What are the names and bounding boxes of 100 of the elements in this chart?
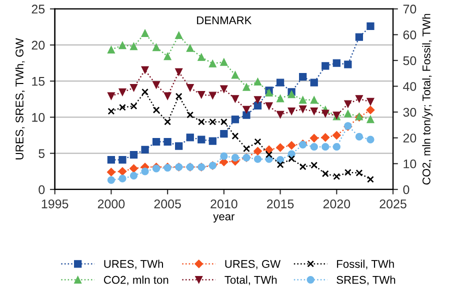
- point: [208, 137, 216, 145]
- point: [232, 132, 239, 140]
- y-tick-label: 25: [32, 4, 45, 14]
- point: [299, 72, 307, 81]
- point: [355, 95, 364, 103]
- point: [130, 102, 138, 110]
- point: [366, 22, 374, 30]
- point: [220, 58, 228, 66]
- point: [265, 102, 273, 110]
- point: [141, 66, 149, 74]
- point: [288, 155, 296, 162]
- point: [332, 130, 341, 140]
- point: [231, 71, 240, 79]
- point: [220, 152, 228, 160]
- point: [130, 42, 138, 50]
- point: [287, 141, 296, 150]
- point: [164, 118, 172, 126]
- x-axis-title: year: [213, 214, 235, 223]
- point: [242, 111, 250, 119]
- point: [254, 155, 262, 163]
- legend-label: Total, TWh: [224, 276, 277, 286]
- point: [333, 173, 340, 180]
- point: [118, 41, 126, 50]
- point: [366, 115, 374, 124]
- point: [198, 136, 206, 144]
- x-tick-label: 1995: [42, 199, 68, 208]
- legend-label: URES, GW: [225, 260, 281, 270]
- point: [276, 78, 284, 86]
- point: [119, 104, 126, 111]
- point: [198, 118, 205, 126]
- point: [152, 43, 160, 52]
- point: [107, 176, 116, 184]
- y2-tick-label: 50: [403, 56, 416, 66]
- point: [152, 138, 160, 146]
- y2-tick-label: 30: [403, 108, 416, 117]
- legend-label: Fossil, TWh: [337, 260, 394, 270]
- point: [356, 169, 363, 176]
- y-tick-label: 10: [32, 113, 45, 122]
- point: [107, 156, 116, 164]
- point: [242, 83, 250, 91]
- y2-axis-title: CO2, mln ton/yr; Total, Fossil, TWh: [422, 14, 433, 185]
- y-tick-label: 5: [38, 149, 45, 158]
- point: [276, 110, 284, 118]
- x-tick-label: 2025: [380, 199, 406, 208]
- point: [310, 143, 318, 151]
- point: [276, 143, 285, 152]
- point: [175, 31, 183, 40]
- legend-label: CO2, mln ton: [104, 276, 168, 286]
- y-axis-title: URES, SRES, TWh, GW: [15, 38, 25, 160]
- point: [175, 92, 182, 100]
- text: DENMARK: [197, 16, 252, 24]
- point: [276, 161, 284, 168]
- legend-label: URES, TWh: [104, 260, 163, 270]
- point: [344, 168, 352, 176]
- point: [220, 85, 228, 93]
- point: [265, 88, 273, 97]
- point: [254, 102, 262, 110]
- x-tick-label: 2000: [98, 199, 125, 208]
- point: [332, 143, 340, 151]
- point: [152, 106, 160, 114]
- point: [175, 142, 183, 150]
- point: [108, 108, 115, 115]
- point: [266, 151, 272, 158]
- point: [118, 167, 127, 176]
- point: [288, 107, 296, 116]
- point: [152, 81, 160, 89]
- point: [332, 59, 340, 67]
- point: [367, 176, 374, 183]
- point: [253, 146, 262, 156]
- legend-label: SRES, TWh: [336, 276, 396, 286]
- point: [355, 33, 364, 41]
- point: [118, 88, 126, 96]
- point: [106, 168, 116, 176]
- point: [264, 145, 274, 154]
- y2-tick-label: 20: [403, 134, 416, 143]
- point: [366, 136, 374, 144]
- point: [366, 98, 374, 106]
- point: [254, 96, 262, 104]
- point: [208, 92, 216, 100]
- point: [141, 146, 149, 154]
- y2-tick-label: 0: [403, 185, 410, 194]
- point: [344, 60, 352, 68]
- y-tick-label: 15: [32, 77, 45, 86]
- point: [231, 95, 240, 103]
- point: [322, 170, 329, 178]
- point: [129, 164, 138, 173]
- point: [198, 53, 206, 61]
- point: [310, 134, 318, 142]
- point: [344, 100, 352, 108]
- x-tick-label: 2010: [210, 199, 238, 208]
- point: [299, 96, 307, 104]
- point: [310, 96, 318, 104]
- point: [186, 111, 194, 118]
- x-tick-label: 2015: [267, 199, 294, 208]
- y-tick-label: 0: [38, 185, 45, 194]
- point: [141, 29, 149, 37]
- point: [198, 90, 206, 99]
- point: [242, 106, 250, 114]
- point: [243, 145, 250, 152]
- point: [107, 92, 116, 100]
